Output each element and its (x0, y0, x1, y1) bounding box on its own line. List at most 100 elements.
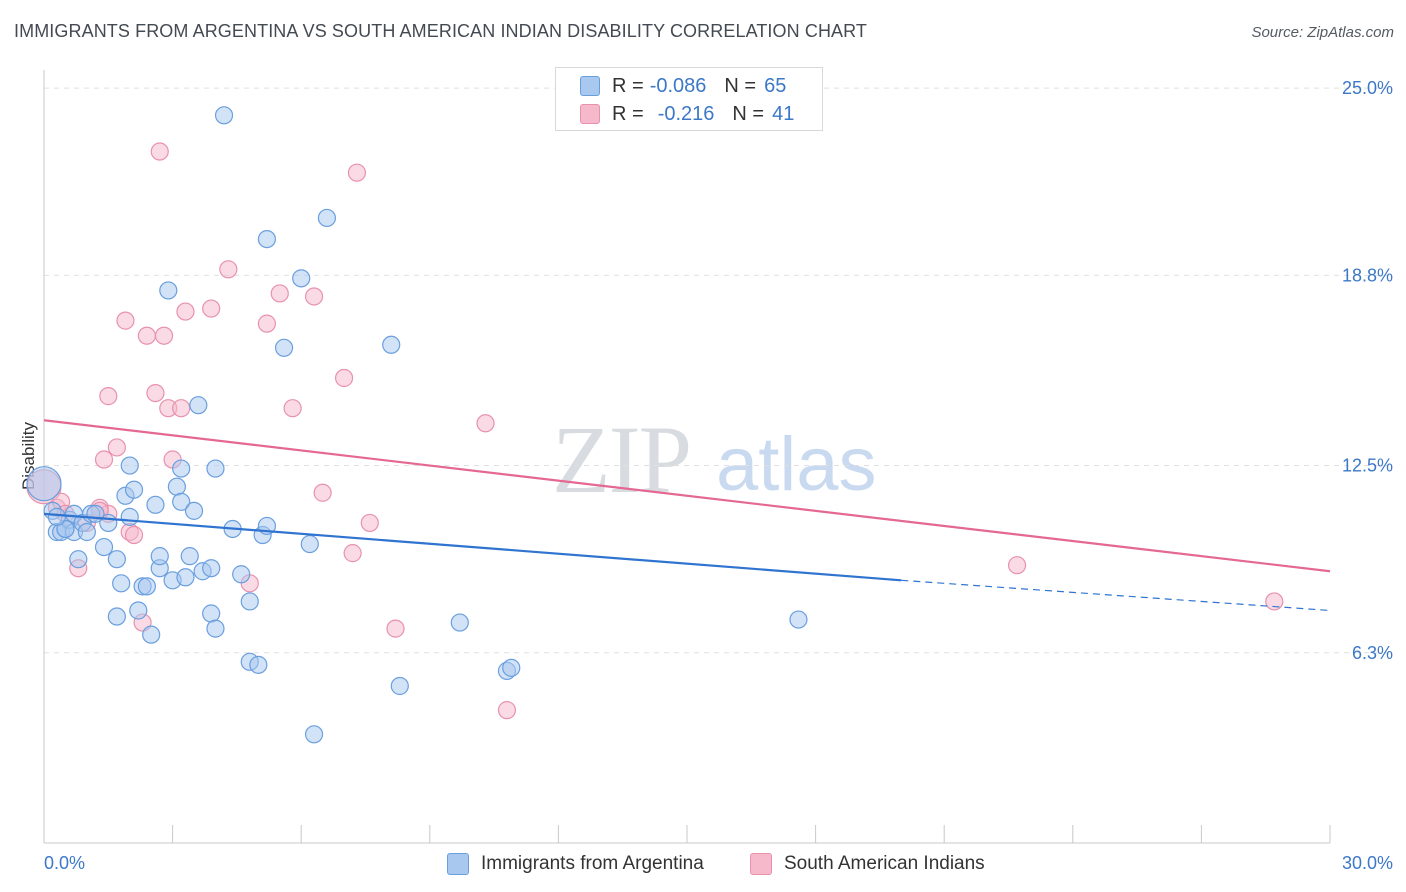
y-tick-label: 25.0% (1342, 78, 1393, 98)
data-point (386, 619, 405, 638)
trend-line-argentina (43, 512, 902, 582)
legend-label-south-american-indians: South American Indians (784, 853, 985, 874)
trend-line-south-american-indians (43, 419, 1331, 573)
data-point (1007, 556, 1027, 575)
chart-title: IMMIGRANTS FROM ARGENTINA VS SOUTH AMERI… (14, 21, 868, 41)
legend-n-label: N = (732, 102, 765, 125)
data-point (112, 574, 131, 593)
data-point (240, 592, 259, 611)
data-point (47, 507, 66, 526)
data-point (94, 450, 114, 469)
x-axis-ticks (43, 825, 1331, 843)
data-point (313, 483, 332, 502)
data-point (1265, 592, 1284, 611)
data-point (219, 260, 238, 279)
data-point (167, 477, 186, 496)
data-point (116, 311, 135, 330)
data-point (304, 725, 324, 744)
data-point (107, 550, 126, 569)
data-point (270, 284, 289, 303)
data-point (184, 501, 204, 520)
data-point (26, 466, 62, 502)
bottom-legend-argentina[interactable]: Immigrants from Argentina (447, 851, 704, 877)
grid-lines (44, 87, 1392, 654)
trend-line-argentina-extension (901, 579, 1331, 612)
data-point (202, 559, 221, 578)
data-point (176, 302, 195, 321)
data-point (382, 335, 401, 354)
data-point (107, 438, 126, 457)
x-tick-label: 30.0% (1342, 853, 1393, 873)
data-point (172, 492, 191, 511)
data-point (283, 399, 302, 418)
data-point (120, 507, 139, 526)
data-point (334, 368, 354, 388)
data-point (86, 504, 105, 523)
data-point (347, 163, 367, 182)
legend-row-blue: R = -0.086 N = 65 (580, 73, 786, 99)
data-point (120, 456, 139, 475)
data-point (497, 701, 517, 720)
data-point (232, 565, 251, 584)
data-point (146, 383, 165, 403)
source-note: Source: ZipAtlas.com (1251, 24, 1394, 41)
data-point (202, 604, 221, 623)
legend-n-label: N = (724, 74, 757, 97)
data-point (214, 106, 234, 125)
data-point (137, 577, 156, 596)
data-point (69, 550, 88, 569)
data-point (789, 610, 808, 629)
legend-n-value: 41 (772, 102, 795, 125)
correlation-legend: R = -0.086 N = 65 R = -0.216 N = 41 (555, 67, 823, 131)
data-point (343, 544, 362, 563)
data-point (172, 459, 191, 478)
data-point (202, 299, 221, 318)
data-point (150, 142, 169, 161)
data-point (189, 396, 208, 415)
data-point (99, 387, 118, 406)
legend-n-value: 65 (764, 74, 787, 97)
data-point (257, 314, 277, 333)
data-point (137, 326, 156, 345)
data-point (476, 414, 495, 433)
data-point (206, 619, 225, 638)
legend-r-label: R = (612, 74, 644, 97)
data-point (124, 480, 144, 499)
x-tick-label: 0.0% (44, 853, 85, 873)
data-point (450, 613, 469, 632)
data-point (176, 568, 195, 587)
data-point (142, 625, 161, 644)
data-point (124, 525, 144, 545)
y-tick-label: 12.5% (1342, 456, 1393, 476)
legend-label-argentina: Immigrants from Argentina (481, 853, 704, 874)
data-point (300, 534, 319, 554)
y-tick-label: 18.8% (1342, 265, 1393, 285)
data-point (390, 676, 409, 696)
watermark-atlas: atlas (716, 422, 877, 507)
legend-swatch-pink (750, 853, 772, 875)
data-point (107, 607, 126, 626)
data-point (249, 655, 268, 674)
bottom-legend-south-american-indians[interactable]: South American Indians (750, 851, 985, 877)
y-tick-labels: 6.3% 12.5% 18.8% 25.0% (1342, 78, 1393, 663)
watermark-zip: ZIP (552, 406, 690, 513)
data-point (257, 229, 277, 249)
data-point (304, 287, 324, 306)
x-tick-labels: 0.0% 30.0% (44, 853, 1393, 873)
data-point (129, 601, 148, 620)
data-point (150, 547, 169, 566)
data-point (154, 326, 174, 345)
y-tick-label: 6.3% (1352, 643, 1393, 663)
data-point (94, 537, 114, 557)
legend-r-value: -0.086 (649, 74, 707, 97)
data-point (292, 269, 311, 288)
data-point (274, 338, 294, 357)
data-point (146, 495, 165, 514)
legend-swatch-blue (447, 853, 469, 875)
series-immigrants-from-argentina (26, 106, 808, 744)
data-point (172, 399, 191, 418)
data-point (502, 658, 521, 677)
legend-row-pink: R = -0.216 N = 41 (580, 101, 794, 127)
legend-r-label: R = (612, 102, 644, 125)
